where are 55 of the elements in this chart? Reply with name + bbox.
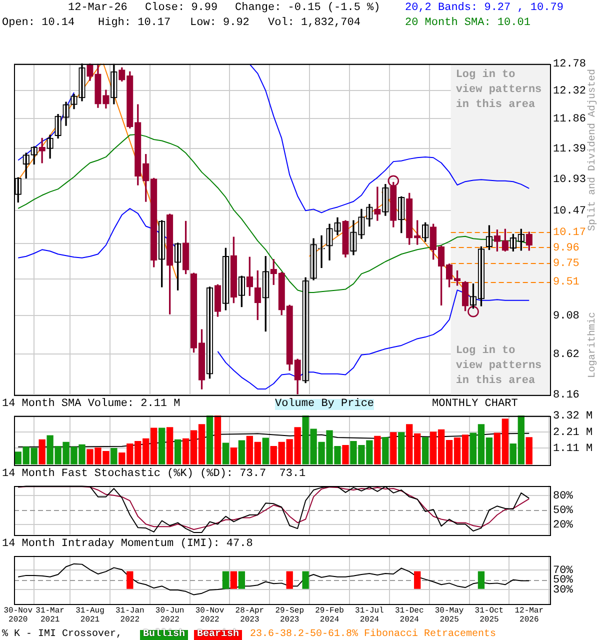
ref-line-label: 9.51: [553, 276, 580, 288]
text: Close: 9.99: [145, 2, 218, 14]
text: 20 Month SMA: 10.01: [405, 17, 530, 29]
x-tick-label: 30-Nov 2020: [4, 606, 33, 624]
text: High: 10.17: [98, 17, 171, 29]
x-tick-label: 29-Sep 2023: [275, 606, 304, 624]
y-tick-label: 10.93: [553, 174, 586, 186]
y-tick-label: 9.08: [553, 310, 580, 323]
ref-line-label: 10.17: [553, 226, 586, 239]
text: Vol: 1,832,704: [268, 17, 360, 29]
text: Bearish: [194, 629, 242, 640]
text: 23.6-38.2-50-61.8% Fibonacci Retracements: [250, 629, 496, 640]
y-tick-label: 12.78: [553, 58, 586, 71]
text: Change: -0.15 (-1.5 %): [235, 2, 380, 14]
y-tick-label: 10.47: [553, 206, 586, 218]
text: 20,2 Bands: 9.27 , 10.79: [405, 2, 564, 14]
y-tick-label: 20%: [553, 520, 574, 532]
y-tick-label: 3.32 M: [553, 410, 593, 423]
x-tick-label: 29-Feb 2024: [315, 606, 344, 624]
chart-title: 14 Month SMA Volume: 2.11 M: [2, 398, 180, 410]
text: Open: 10.14: [2, 17, 75, 29]
text: 12-Mar-26: [68, 2, 128, 14]
chart-title: 14 Month Fast Stochastic (%K) (%D): 73.7 73.1: [2, 468, 306, 480]
x-tick-label: 28-Apr 2023: [235, 606, 264, 624]
x-tick-label: 31-Aug 2021: [76, 606, 105, 624]
y-tick-label: 80%: [553, 490, 574, 502]
annotation: Log in to view patterns in this area: [456, 344, 543, 390]
y-axis-title: Split and Dividend Adjusted: [588, 68, 598, 232]
x-tick-label: 31-Oct 2025: [474, 606, 504, 624]
y-tick-label: 1.11 M: [553, 442, 593, 455]
text: Logarithmic: [588, 312, 598, 378]
x-tick-label: 30-Jun 2022: [155, 606, 184, 624]
y-tick-label: 8.16: [553, 389, 580, 402]
y-tick-label: 11.39: [553, 143, 586, 156]
text: % K - IMI Crossover,: [2, 629, 122, 640]
y-tick-label: 30%: [553, 584, 574, 596]
ref-line-label: 9.75: [553, 258, 580, 270]
x-tick-label: 31-Jul 2024: [355, 606, 384, 624]
x-tick-label: 31-Dec 2024: [394, 606, 424, 624]
x-tick-label: 30-May 2025: [434, 606, 464, 624]
y-tick-label: 2.21 M: [553, 426, 593, 439]
y-tick-label: 11.86: [553, 114, 586, 126]
text: Low: 9.92: [190, 17, 250, 29]
ref-line-label: 9.96: [553, 242, 580, 254]
band-label: Log in to view patterns in this area: [456, 68, 543, 113]
y-tick-label: 12.32: [553, 86, 586, 98]
text: MONTHLY CHART: [432, 398, 518, 410]
x-tick-label: 30-Nov 2022: [195, 606, 224, 624]
chart-title: 14 Month Intraday Momentum (IMI): 47.8: [2, 538, 253, 550]
text: Volume By Price: [275, 398, 374, 410]
x-tick-label: 31-Jan 2022: [116, 606, 145, 624]
x-tick-label: 12-Mar 2026: [514, 606, 544, 624]
y-tick-label: 8.62: [553, 348, 580, 361]
y-tick-label: 50%: [553, 504, 574, 517]
x-tick-label: 31-Mar 2021: [36, 606, 65, 624]
